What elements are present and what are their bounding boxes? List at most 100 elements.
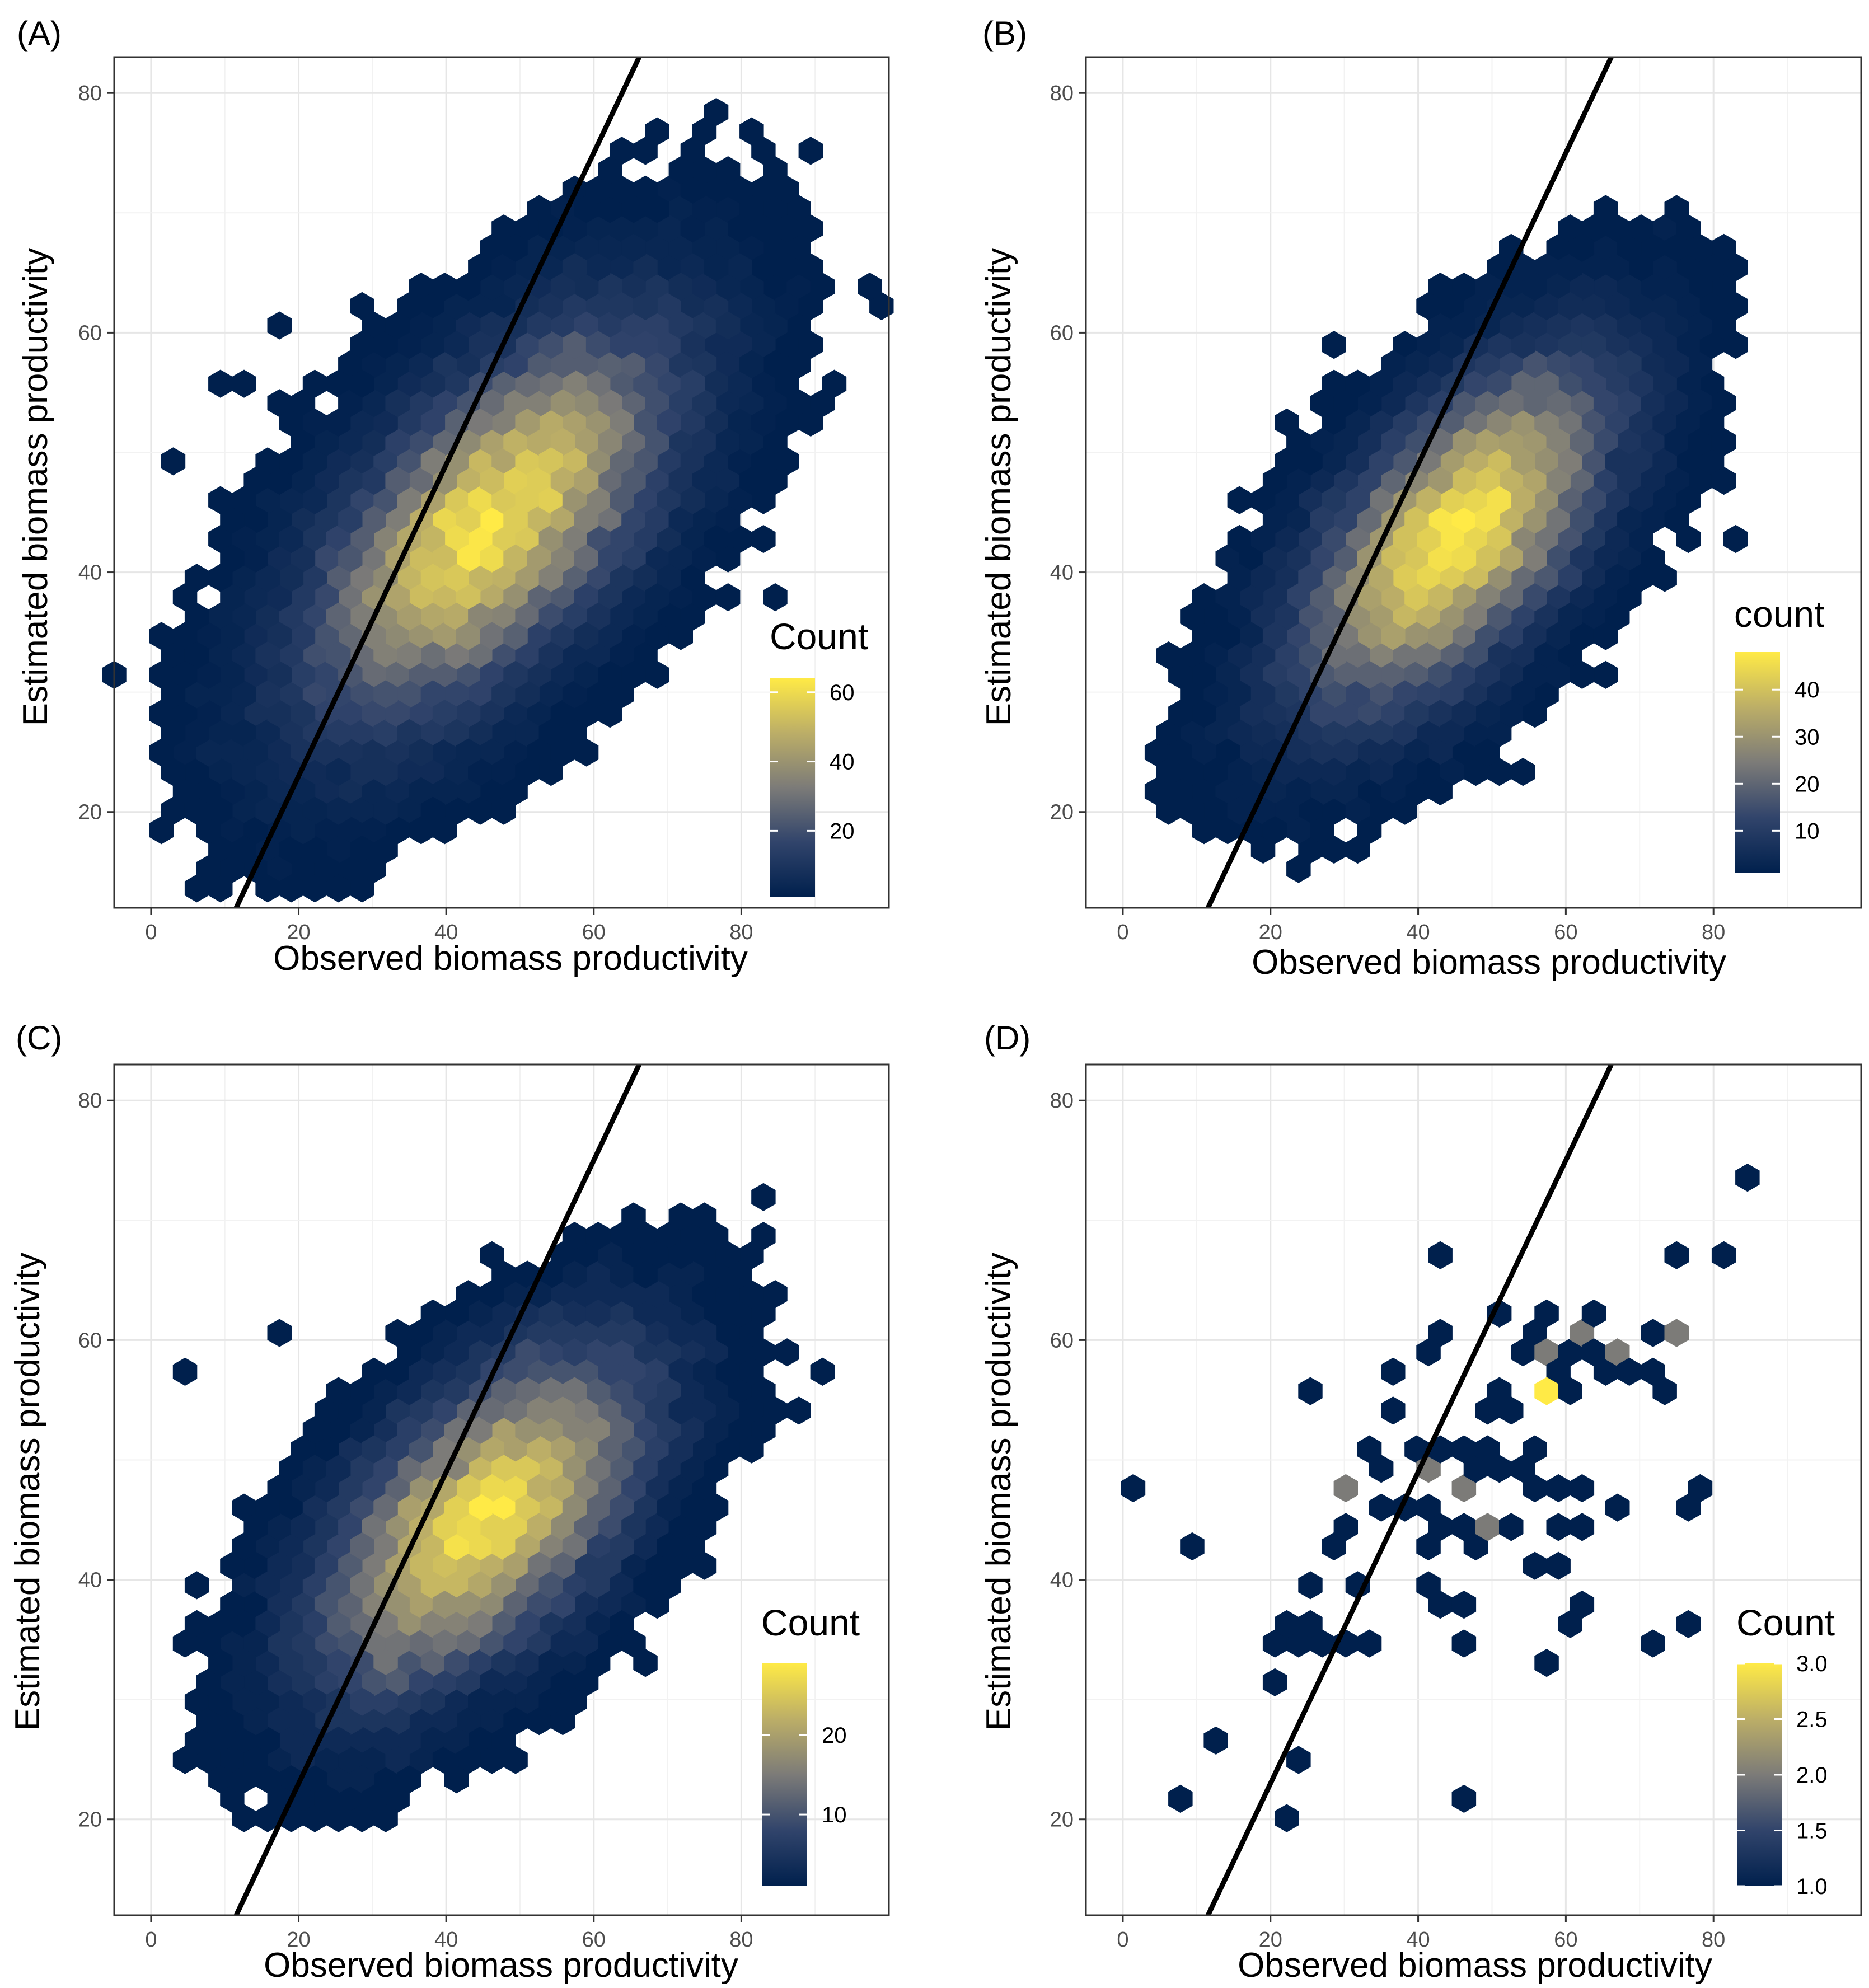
- hexbin-cell: [480, 1241, 504, 1269]
- hexbin-cell: [314, 1474, 339, 1503]
- hexbin-cell: [1192, 583, 1216, 612]
- hexbin-cell: [243, 1707, 268, 1736]
- hexbin-cell: [1381, 466, 1406, 495]
- hexbin-cell: [775, 253, 799, 282]
- hexbin-cell: [739, 1435, 764, 1464]
- hexbin-cell: [763, 1396, 788, 1425]
- hexbin-cell: [1605, 1493, 1630, 1522]
- hexbin-cell: [1227, 524, 1252, 554]
- hexbin-cell: [1463, 719, 1488, 747]
- hexbin-cell: [243, 1551, 268, 1580]
- hexbin-cell: [1345, 447, 1370, 476]
- hexbin-cell: [1641, 389, 1665, 418]
- hexbin-cell: [538, 1299, 563, 1328]
- hexbin-cell: [1440, 680, 1464, 709]
- hexbin-cell: [491, 525, 516, 554]
- hexbin-cell: [255, 1532, 280, 1561]
- hexbin-cell: [456, 622, 481, 650]
- hexbin-cell: [1534, 331, 1559, 359]
- hexbin-cell: [397, 641, 421, 670]
- hexbin-cell: [456, 1280, 481, 1309]
- y-tick-label: 80: [78, 82, 102, 105]
- y-tick-label: 80: [1050, 82, 1074, 105]
- hexbin-cell: [562, 447, 587, 476]
- hexbin-cell: [562, 525, 587, 554]
- hexbin-cell: [763, 273, 788, 301]
- hexbin-cell: [1239, 660, 1264, 689]
- hexbin-cell: [385, 466, 410, 495]
- hexbin-cell: [810, 389, 835, 418]
- hexbin-cell: [279, 874, 304, 903]
- hexbin-cell: [255, 680, 280, 709]
- hexbin-cell: [184, 719, 209, 747]
- hexbin-cell: [1416, 641, 1441, 670]
- hexbin-cell: [598, 1591, 622, 1619]
- hexbin-cell: [1333, 700, 1358, 728]
- hexbin-cell: [728, 525, 752, 554]
- hexbin-cell: [585, 680, 611, 709]
- hexbin-cell: [633, 486, 658, 514]
- hexbin-cell: [255, 564, 280, 592]
- hexbin-cell: [385, 700, 410, 728]
- hexbin-cell: [1215, 738, 1240, 767]
- hexbin-cell: [480, 1591, 504, 1619]
- hexbin-cell: [538, 564, 563, 592]
- hexbin-cell: [385, 389, 410, 418]
- hexbin-cell: [503, 428, 528, 456]
- hexbin-cell: [420, 292, 446, 320]
- hexbin-cell: [633, 564, 658, 592]
- hexbin-cell: [668, 1202, 693, 1231]
- hexbin-cell: [1546, 622, 1571, 650]
- hexbin-cell: [728, 408, 752, 437]
- hexbin-cell: [338, 700, 363, 728]
- hexbin-cell: [1558, 369, 1582, 398]
- hexbin-cell: [444, 1493, 469, 1522]
- hexbin-cell: [1676, 1493, 1701, 1522]
- hexbin-cell: [610, 1532, 634, 1561]
- hexbin-cell: [267, 816, 292, 845]
- hexbin-cell: [468, 1338, 493, 1367]
- hexbin-cell: [267, 1551, 292, 1580]
- hexbin-cell: [480, 389, 504, 418]
- x-axis-title: Observed biomass productivity: [1238, 1946, 1712, 1985]
- hexbin-cell: [409, 273, 433, 301]
- hexbin-cell: [739, 117, 764, 146]
- hexbin-cell: [668, 350, 693, 378]
- hexbin-cell: [1404, 738, 1429, 767]
- hexbin-cell: [409, 1668, 433, 1696]
- hexbin-cell: [480, 505, 504, 534]
- hexbin-cell: [362, 350, 386, 378]
- hexbin-cell: [1262, 466, 1287, 495]
- hexbin-cell: [657, 175, 681, 204]
- hexbin-cell: [680, 1222, 705, 1250]
- hexbin-cell: [314, 1513, 339, 1541]
- hexbin-cell: [409, 544, 433, 573]
- hexbin-cell: [444, 1377, 469, 1405]
- hexbin-cell: [397, 1493, 421, 1522]
- hexbin-cell: [668, 273, 693, 301]
- hexbin-cell: [314, 1591, 339, 1619]
- hexbin-cell: [362, 1668, 386, 1696]
- hexbin-cell: [562, 331, 587, 359]
- hexbin-cell: [1357, 816, 1382, 845]
- hexbin-cell: [527, 1474, 551, 1503]
- hexbin-cell: [220, 1746, 245, 1774]
- x-tick-label: 20: [1259, 921, 1282, 944]
- hexbin-cell: [1215, 816, 1240, 845]
- hexbin-cell: [692, 311, 717, 340]
- hexbin-cell: [1581, 447, 1606, 476]
- hexbin-cell: [538, 680, 563, 709]
- hexbin-cell: [1428, 350, 1453, 378]
- hexbin-cell: [680, 447, 705, 476]
- y-axis-title: Estimated biomass productivity: [8, 1253, 47, 1731]
- hexbin-cell: [610, 680, 634, 709]
- hexbin-cell: [1180, 758, 1205, 786]
- legend-title: count: [1734, 593, 1824, 635]
- hexbin-cell: [1523, 660, 1547, 689]
- hexbin-cell: [1593, 622, 1618, 650]
- hexbin-cell: [1322, 641, 1346, 670]
- hexbin-cell: [232, 486, 256, 514]
- y-tick-label: 40: [1050, 1569, 1074, 1592]
